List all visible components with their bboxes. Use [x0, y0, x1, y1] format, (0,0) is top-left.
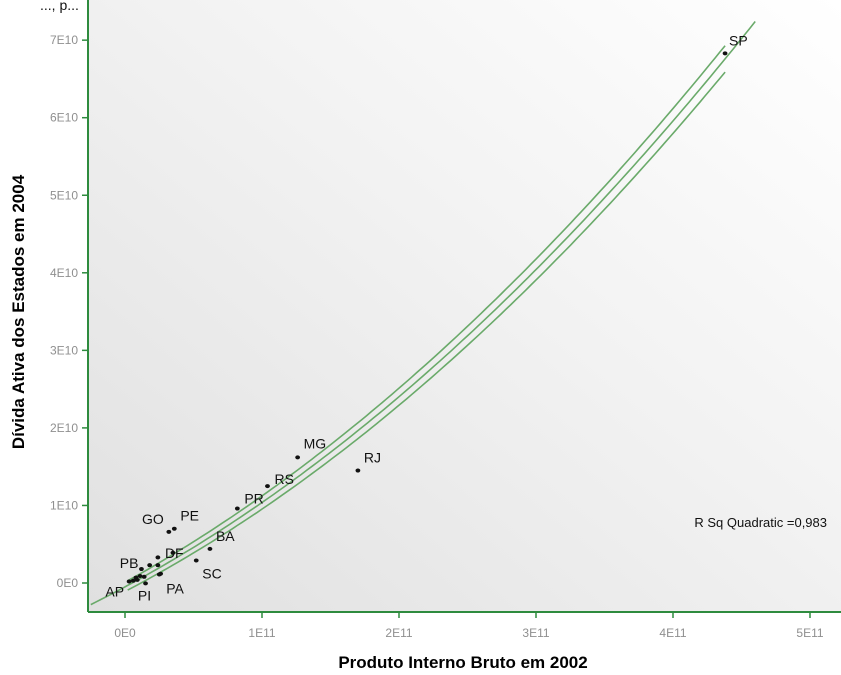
data-point-rj — [355, 468, 361, 473]
y-tick-label: 4E10 — [50, 266, 78, 280]
point-label-sp: SP — [729, 32, 748, 48]
header-text: ..., p... — [40, 0, 79, 13]
point-label-go: GO — [142, 511, 164, 527]
data-point-sp — [722, 51, 728, 56]
y-axis-title: Dívida Ativa dos Estados em 2004 — [9, 174, 28, 449]
point-label-ap: AP — [105, 583, 124, 599]
data-point — [155, 563, 161, 568]
point-label-rj: RJ — [364, 450, 381, 466]
point-label-pb: PB — [120, 555, 139, 571]
data-point-pr — [234, 506, 240, 511]
x-tick-label: 5E11 — [796, 626, 823, 640]
data-point-ap — [126, 579, 132, 584]
point-label-pr: PR — [244, 491, 263, 507]
r-squared-annotation: R Sq Quadratic =0,983 — [694, 515, 827, 530]
point-label-ba: BA — [216, 528, 235, 544]
x-tick-label: 3E11 — [522, 626, 549, 640]
y-tick-label: 7E10 — [50, 33, 78, 47]
data-point — [158, 571, 164, 576]
data-point-sc — [193, 558, 199, 563]
point-label-rs: RS — [274, 471, 293, 487]
y-tick-label: 5E10 — [50, 188, 78, 202]
fit-line — [90, 21, 756, 606]
data-point-df — [170, 550, 176, 555]
data-point-go — [166, 529, 172, 534]
data-point — [155, 555, 161, 560]
point-label-pi: PI — [138, 587, 151, 603]
data-point — [147, 563, 153, 568]
fit-upper-bound — [127, 45, 726, 582]
data-point-pi — [143, 581, 148, 586]
y-axis-ticks: 0E0 1E10 2E10 3E10 4E10 5E10 6E10 7E10 — [50, 33, 88, 590]
x-tick-label: 1E11 — [248, 626, 275, 640]
point-label-pa: PA — [166, 580, 184, 596]
x-tick-label: 0E0 — [114, 626, 136, 640]
point-label-df: DF — [165, 545, 184, 561]
y-tick-label: 2E10 — [50, 421, 78, 435]
data-point-ba — [207, 546, 213, 551]
data-points — [126, 51, 728, 586]
plot-background — [88, 0, 841, 612]
data-point-mg — [295, 455, 301, 460]
data-point — [137, 574, 143, 579]
data-point-pb — [139, 567, 144, 572]
data-point — [134, 577, 140, 582]
data-point-pe — [171, 526, 177, 531]
y-tick-label: 6E10 — [50, 111, 78, 125]
data-point — [130, 578, 136, 583]
y-tick-label: 0E0 — [57, 576, 79, 590]
x-tick-label: 2E11 — [385, 626, 412, 640]
x-axis-ticks: 0E0 1E11 2E11 3E11 4E11 5E11 — [114, 612, 824, 640]
data-point — [141, 574, 147, 579]
x-axis-title: Produto Interno Bruto em 2002 — [338, 653, 587, 672]
point-label-mg: MG — [304, 435, 327, 451]
fit-curves — [90, 21, 756, 606]
y-tick-label: 3E10 — [50, 343, 78, 357]
x-tick-label: 4E11 — [659, 626, 686, 640]
data-point-rs — [265, 484, 270, 489]
point-label-pe: PE — [180, 508, 199, 524]
y-tick-label: 1E10 — [50, 498, 78, 512]
point-label-sc: SC — [202, 566, 221, 582]
point-labels: SP RJ MG RS PR BA SC PE GO DF PA PB PI AP — [105, 32, 747, 603]
fit-lower-bound — [127, 71, 726, 591]
